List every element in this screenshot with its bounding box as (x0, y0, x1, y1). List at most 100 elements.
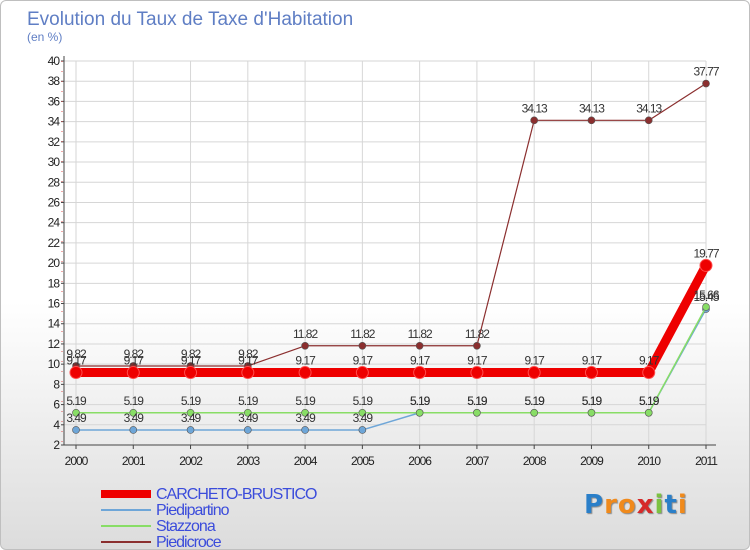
data-label: 5.19 (467, 394, 488, 408)
data-point (129, 408, 138, 417)
y-tick-label: 8 (53, 377, 60, 391)
x-tick-label: 2002 (179, 454, 203, 468)
data-label: 5.19 (582, 394, 603, 408)
data-point (413, 366, 427, 380)
y-tick-label: 12 (48, 337, 61, 351)
data-point (69, 366, 83, 380)
y-tick-label: 14 (48, 317, 61, 331)
data-label: 5.19 (353, 394, 374, 408)
chart-ylabel: (en %) (27, 30, 62, 44)
data-label: 5.19 (410, 394, 431, 408)
y-tick-label: 20 (48, 256, 61, 270)
y-tick-label: 34 (48, 115, 61, 129)
data-point (699, 258, 713, 272)
data-point (530, 116, 538, 125)
data-label: 3.49 (353, 411, 374, 425)
data-label: 9.17 (66, 354, 87, 368)
data-label: 9.17 (525, 354, 546, 368)
data-label: 5.19 (525, 394, 546, 408)
y-tick-label: 36 (48, 94, 61, 108)
data-label: 5.19 (639, 394, 660, 408)
y-tick-label: 16 (48, 297, 61, 311)
data-point (358, 408, 367, 417)
data-label: 9.17 (181, 354, 202, 368)
data-point (301, 408, 309, 417)
x-tick-label: 2011 (695, 454, 718, 468)
x-tick-label: 2006 (408, 454, 432, 468)
y-tick-label: 38 (48, 74, 61, 88)
y-tick-label: 24 (48, 216, 61, 230)
legend: CARCHETO-BRUSTICOPiedipartinoStazzonaPie… (101, 486, 318, 549)
data-label: 11.82 (408, 327, 433, 341)
data-point (702, 79, 710, 88)
proxiti-logo: Proxiti (584, 490, 688, 520)
y-tick-label: 4 (53, 418, 60, 432)
data-point (587, 116, 596, 125)
data-label: 34.13 (522, 101, 548, 115)
x-tick-label: 2008 (523, 454, 547, 468)
series-line-2 (76, 306, 707, 414)
data-label: 9.17 (353, 354, 374, 368)
logo-letter: t (664, 490, 678, 520)
logo-letter: i (677, 490, 688, 520)
data-point (126, 366, 140, 380)
data-point (644, 116, 653, 125)
data-point (527, 366, 541, 380)
y-tick-label: 2 (53, 438, 60, 452)
data-point (415, 341, 424, 350)
y-tick-label: 28 (48, 175, 61, 189)
data-point (301, 341, 309, 350)
data-labels: 9.17 9.17 9.17 9.17 9.17 9.17 9.17 9.17 9.17 9.17… (66, 65, 721, 425)
data-label: 15.45 (693, 290, 719, 304)
series-line-3 (76, 83, 707, 367)
data-label: 5.19 (238, 394, 259, 408)
data-label: 9.17 (639, 354, 660, 368)
data-point (355, 366, 369, 380)
data-label: 9.82 (238, 347, 259, 361)
data-label: 5.19 (639, 394, 660, 408)
data-point (301, 426, 309, 434)
x-tick-label: 2001 (122, 454, 146, 468)
grid (64, 60, 707, 446)
x-tick-label: 2004 (294, 454, 318, 468)
data-point (473, 408, 481, 417)
data-label: 5.19 (181, 394, 202, 408)
data-label: 5.19 (295, 394, 316, 408)
data-label: 5.19 (410, 394, 431, 408)
data-label: 3.49 (66, 411, 87, 425)
data-label: 3.49 (295, 411, 316, 425)
axes: 2468101214161820222426283032343638402000… (48, 54, 720, 468)
logo-letter: o (617, 490, 637, 520)
y-tick-label: 40 (48, 54, 61, 68)
data-point (415, 408, 424, 417)
data-label: 37.77 (693, 65, 719, 79)
y-tick-label: 10 (48, 357, 61, 371)
data-point (298, 366, 312, 380)
data-point (642, 366, 656, 380)
data-label: 3.49 (124, 411, 145, 425)
data-label: 15.66 (693, 288, 719, 302)
legend-label: Piedicroce (156, 534, 222, 549)
data-label: 9.17 (295, 354, 316, 368)
data-point (129, 426, 138, 434)
logo-letter: P (584, 490, 605, 520)
x-tick-label: 2000 (65, 454, 89, 468)
y-tick-label: 26 (48, 195, 61, 209)
data-label: 11.82 (350, 327, 375, 341)
data-label: 3.49 (238, 411, 259, 425)
x-tick-label: 2009 (580, 454, 604, 468)
data-label: 9.82 (181, 347, 202, 361)
data-point (530, 408, 538, 417)
legend-label: Stazzona (156, 518, 216, 535)
data-label: 9.82 (124, 347, 145, 361)
data-label: 3.49 (181, 411, 202, 425)
y-tick-label: 32 (48, 135, 61, 149)
data-label: 5.19 (582, 394, 603, 408)
data-label: 9.17 (582, 354, 603, 368)
data-label: 11.82 (465, 327, 490, 341)
data-label: 9.17 (410, 354, 431, 368)
data-point (644, 408, 653, 417)
data-point (72, 426, 80, 434)
